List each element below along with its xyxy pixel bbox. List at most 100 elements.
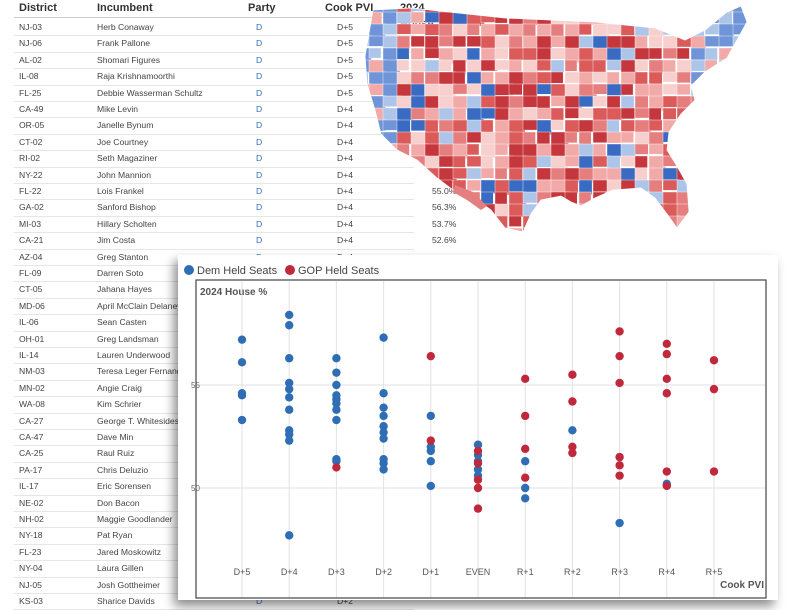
map-district[interactable] bbox=[564, 59, 578, 72]
map-district[interactable] bbox=[508, 119, 526, 133]
map-district[interactable] bbox=[620, 59, 637, 75]
map-district[interactable] bbox=[494, 227, 508, 242]
map-district[interactable] bbox=[746, 0, 759, 12]
map-district[interactable] bbox=[648, 35, 663, 49]
map-district[interactable] bbox=[746, 131, 763, 144]
map-district[interactable] bbox=[368, 215, 385, 232]
map-district[interactable] bbox=[634, 155, 648, 168]
map-district[interactable] bbox=[746, 215, 761, 231]
map-district[interactable] bbox=[634, 167, 648, 182]
map-district[interactable] bbox=[565, 240, 578, 250]
map-district[interactable] bbox=[775, 72, 792, 85]
map-district[interactable] bbox=[410, 167, 427, 183]
map-district[interactable] bbox=[606, 119, 620, 133]
map-district[interactable] bbox=[410, 35, 425, 47]
map-district[interactable] bbox=[438, 143, 455, 158]
map-district[interactable] bbox=[355, 143, 371, 160]
map-district[interactable] bbox=[438, 59, 452, 72]
map-district[interactable] bbox=[355, 155, 373, 171]
map-district[interactable] bbox=[718, 167, 732, 179]
map-district[interactable] bbox=[775, 156, 792, 170]
map-district[interactable] bbox=[732, 167, 746, 180]
map-district[interactable] bbox=[718, 23, 735, 37]
map-district[interactable] bbox=[480, 11, 496, 23]
map-district[interactable] bbox=[396, 131, 413, 145]
gop-seat-point[interactable] bbox=[521, 411, 530, 421]
map-district[interactable] bbox=[676, 179, 694, 194]
map-district[interactable] bbox=[578, 119, 594, 133]
map-district[interactable] bbox=[578, 107, 594, 119]
map-district[interactable] bbox=[410, 47, 424, 60]
dem-seat-point[interactable] bbox=[426, 411, 435, 421]
map-district[interactable] bbox=[789, 36, 800, 47]
map-district[interactable] bbox=[578, 215, 597, 229]
map-district[interactable] bbox=[397, 240, 410, 250]
map-district[interactable] bbox=[424, 203, 441, 217]
map-district[interactable] bbox=[606, 107, 623, 121]
map-district[interactable] bbox=[676, 83, 691, 96]
map-district[interactable] bbox=[663, 240, 675, 250]
map-district[interactable] bbox=[536, 23, 552, 37]
dem-seat-point[interactable] bbox=[332, 399, 341, 408]
map-district[interactable] bbox=[564, 179, 579, 194]
map-district[interactable] bbox=[690, 119, 706, 136]
map-district[interactable] bbox=[732, 59, 747, 72]
gop-seat-point[interactable] bbox=[615, 461, 624, 470]
dem-seat-point[interactable] bbox=[568, 426, 577, 435]
gop-seat-point[interactable] bbox=[426, 351, 435, 361]
map-district[interactable] bbox=[789, 72, 800, 88]
map-district[interactable] bbox=[396, 203, 416, 219]
map-district[interactable] bbox=[704, 0, 724, 13]
map-district[interactable] bbox=[789, 0, 800, 10]
map-district[interactable] bbox=[789, 48, 800, 63]
dem-seat-point[interactable] bbox=[285, 430, 294, 439]
map-district[interactable] bbox=[480, 107, 498, 119]
map-district[interactable] bbox=[789, 192, 800, 205]
map-district[interactable] bbox=[438, 227, 454, 243]
map-district[interactable] bbox=[690, 191, 704, 204]
map-district[interactable] bbox=[761, 36, 779, 47]
map-district[interactable] bbox=[761, 168, 775, 180]
map-district[interactable] bbox=[761, 72, 777, 85]
map-district[interactable] bbox=[704, 83, 720, 97]
map-district[interactable] bbox=[368, 143, 387, 156]
map-district[interactable] bbox=[438, 11, 455, 25]
gop-seat-point[interactable] bbox=[568, 397, 577, 406]
table-row[interactable]: NY-22 John Mannion D D+4 bbox=[14, 167, 414, 184]
map-district[interactable] bbox=[494, 119, 512, 133]
map-district[interactable] bbox=[775, 12, 788, 23]
map-district[interactable] bbox=[522, 131, 536, 147]
map-district[interactable] bbox=[718, 227, 732, 244]
map-district[interactable] bbox=[775, 0, 788, 15]
map-district[interactable] bbox=[536, 155, 554, 168]
map-district[interactable] bbox=[775, 180, 789, 192]
map-district[interactable] bbox=[466, 35, 482, 47]
map-district[interactable] bbox=[522, 107, 539, 122]
table-row[interactable]: GA-02 Sanford Bishop D D+4 56.3% bbox=[14, 199, 456, 217]
map-district[interactable] bbox=[746, 143, 761, 161]
map-district[interactable] bbox=[648, 227, 667, 241]
map-district[interactable] bbox=[494, 143, 509, 156]
dem-seat-point[interactable] bbox=[285, 436, 294, 445]
map-district[interactable] bbox=[746, 203, 764, 215]
map-district[interactable] bbox=[396, 23, 412, 35]
dem-seat-point[interactable] bbox=[379, 403, 388, 412]
map-district[interactable] bbox=[508, 131, 525, 146]
map-district[interactable] bbox=[536, 59, 551, 71]
map-district[interactable] bbox=[789, 84, 800, 96]
map-district[interactable] bbox=[746, 119, 762, 134]
map-district[interactable] bbox=[690, 215, 709, 230]
map-district[interactable] bbox=[662, 167, 679, 181]
map-district[interactable] bbox=[761, 96, 779, 110]
map-district[interactable] bbox=[704, 71, 722, 88]
map-district[interactable] bbox=[564, 131, 578, 144]
map-district[interactable] bbox=[690, 143, 709, 158]
map-district[interactable] bbox=[718, 47, 737, 61]
map-district[interactable] bbox=[382, 191, 398, 205]
map-district[interactable] bbox=[564, 71, 580, 84]
map-district[interactable] bbox=[761, 216, 778, 228]
map-district[interactable] bbox=[522, 227, 536, 241]
map-district[interactable] bbox=[690, 11, 709, 26]
map-district[interactable] bbox=[382, 215, 399, 228]
gop-seat-point[interactable] bbox=[709, 467, 719, 476]
